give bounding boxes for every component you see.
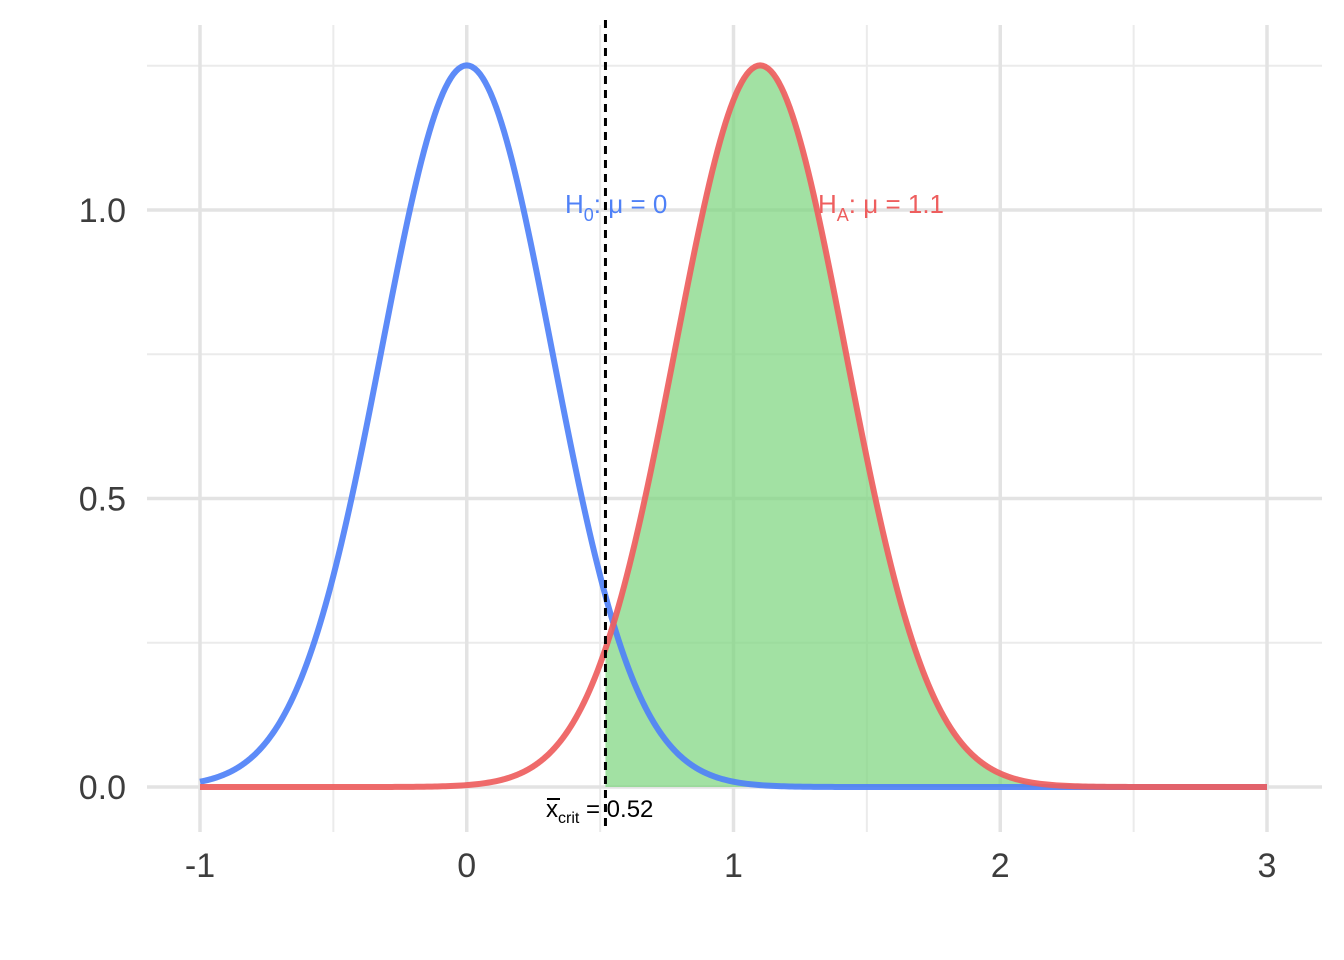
power-region [605, 65, 1267, 788]
x-tick-label: -1 [185, 847, 215, 885]
x-tick-label: 0 [457, 847, 476, 885]
crit-annotation-main: x [546, 796, 558, 823]
ha-annotation-sub: A [837, 205, 849, 225]
h0-annotation-rest: : μ = 0 [594, 189, 668, 219]
crit-annotation-rest: = 0.52 [579, 796, 653, 823]
h0-annotation-sub: 0 [584, 205, 594, 225]
x-tick-label: 1 [724, 847, 743, 885]
axis-labels: -1 0 1 2 3 0.0 0.5 1.0 [79, 192, 1277, 885]
ha-annotation-main: H [818, 189, 837, 219]
y-tick-label: 1.0 [79, 192, 126, 230]
h0-annotation-main: H [565, 189, 584, 219]
shaded-area-layer [605, 65, 1267, 788]
x-tick-label: 3 [1258, 847, 1277, 885]
crit-annotation: xcrit = 0.52 [546, 796, 653, 827]
h0-annotation: H0: μ = 0 [565, 189, 667, 225]
series-layer [199, 62, 1268, 790]
x-tick-label: 2 [991, 847, 1010, 885]
ha-annotation: HA: μ = 1.1 [818, 189, 944, 225]
ha-annotation-rest: : μ = 1.1 [849, 189, 944, 219]
crit-annotation-sub: crit [558, 810, 580, 827]
series-line-ha [199, 62, 1268, 790]
y-tick-label: 0.5 [79, 481, 126, 519]
y-tick-label: 0.0 [79, 769, 126, 807]
